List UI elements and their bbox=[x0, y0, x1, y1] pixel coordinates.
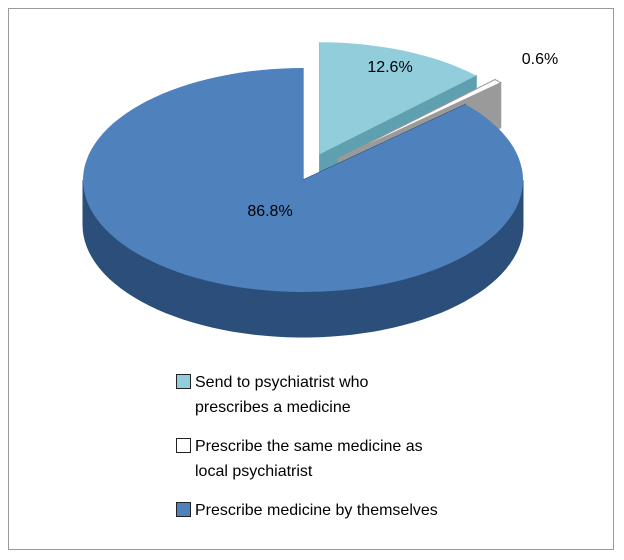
legend-item: Prescribe medicine by themselves bbox=[176, 498, 535, 523]
slice bbox=[319, 42, 477, 155]
legend-label: Send to psychiatrist who prescribes a me… bbox=[195, 374, 369, 416]
legend-label: Prescribe medicine by themselves bbox=[195, 502, 438, 519]
legend-swatch bbox=[176, 374, 191, 389]
legend-swatch bbox=[176, 502, 191, 517]
legend-label: Prescribe the same medicine as local psy… bbox=[195, 438, 423, 480]
legend: Send to psychiatrist who prescribes a me… bbox=[176, 370, 535, 537]
slice bbox=[83, 68, 523, 292]
data-label: 0.6% bbox=[522, 51, 558, 68]
legend-item: Send to psychiatrist who prescribes a me… bbox=[176, 370, 535, 420]
legend-swatch bbox=[176, 438, 191, 453]
legend-item: Prescribe the same medicine as local psy… bbox=[176, 434, 535, 484]
chart-frame bbox=[8, 8, 614, 550]
data-label: 12.6% bbox=[367, 59, 412, 76]
slice bbox=[338, 79, 502, 159]
data-label: 86.8% bbox=[247, 203, 292, 220]
